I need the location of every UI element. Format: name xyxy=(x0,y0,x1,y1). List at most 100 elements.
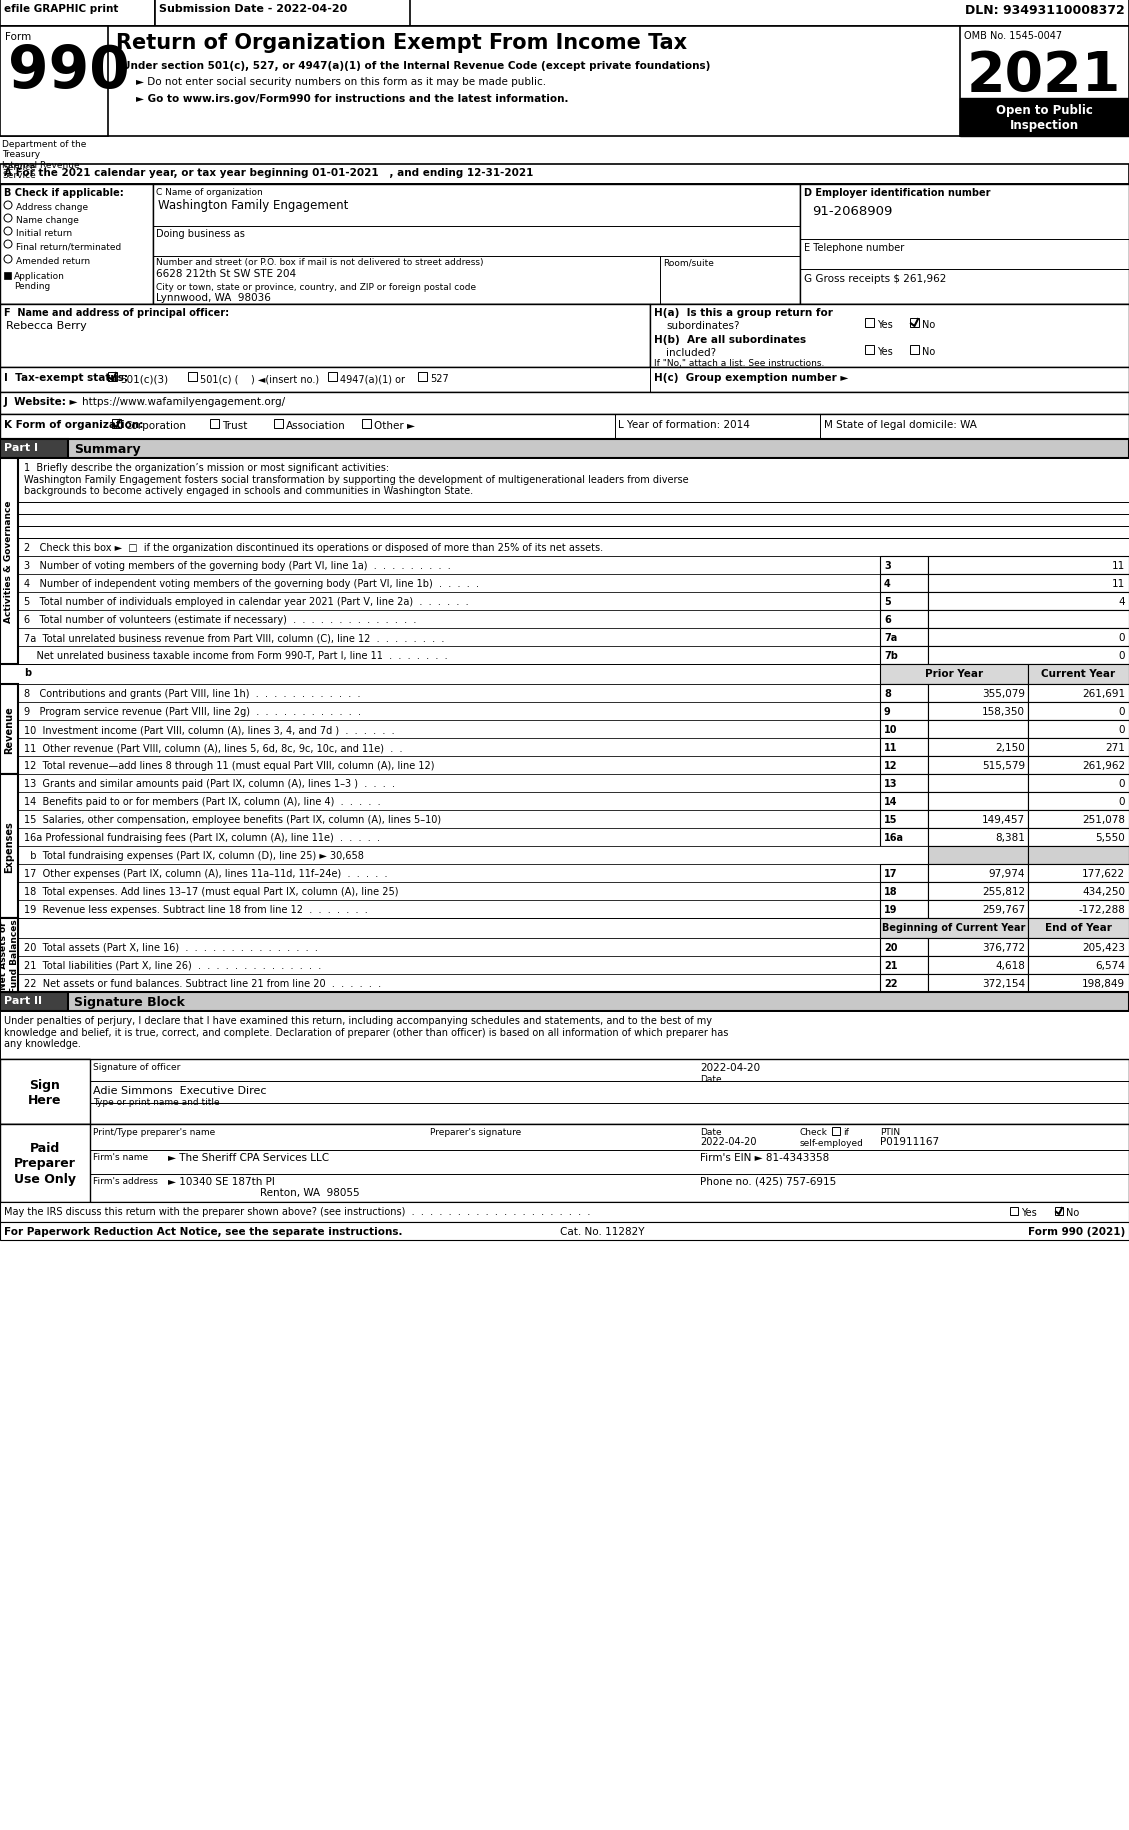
Text: P01911167: P01911167 xyxy=(879,1136,939,1146)
Text: efile GRAPHIC print: efile GRAPHIC print xyxy=(5,4,119,15)
Text: subordinates?: subordinates? xyxy=(666,320,739,331)
Bar xyxy=(0,393,1129,415)
Bar xyxy=(928,829,1029,847)
Bar xyxy=(928,684,1029,703)
Bar xyxy=(0,974,1129,992)
Text: Beginning of Current Year: Beginning of Current Year xyxy=(882,922,1025,933)
Bar xyxy=(0,165,1129,185)
Text: 434,250: 434,250 xyxy=(1082,886,1124,897)
Text: Doing business as: Doing business as xyxy=(156,229,245,240)
Text: DLN: 93493110008372: DLN: 93493110008372 xyxy=(965,4,1124,16)
Bar xyxy=(879,611,928,630)
Text: H(b)  Are all subordinates: H(b) Are all subordinates xyxy=(654,335,806,344)
Bar xyxy=(879,939,928,957)
Text: Name change: Name change xyxy=(16,216,79,225)
Bar xyxy=(0,664,1129,684)
Text: H(a)  Is this a group return for: H(a) Is this a group return for xyxy=(654,307,833,318)
Bar xyxy=(0,459,18,664)
Text: 4,618: 4,618 xyxy=(995,961,1025,970)
Text: 5: 5 xyxy=(884,597,891,608)
Bar xyxy=(5,273,11,280)
Text: D Employer identification number: D Employer identification number xyxy=(804,188,990,198)
Bar xyxy=(1029,774,1129,792)
Text: G Gross receipts $ 261,962: G Gross receipts $ 261,962 xyxy=(804,274,946,284)
Bar xyxy=(1029,939,1129,957)
Text: Open to Public
Inspection: Open to Public Inspection xyxy=(996,104,1093,132)
Bar xyxy=(928,593,1129,611)
Text: B Check if applicable:: B Check if applicable: xyxy=(5,188,124,198)
Bar xyxy=(362,419,371,428)
Text: 355,079: 355,079 xyxy=(982,688,1025,699)
Text: 15: 15 xyxy=(884,814,898,825)
Bar xyxy=(879,721,928,739)
Text: 14  Benefits paid to or for members (Part IX, column (A), line 4)  .  .  .  .  .: 14 Benefits paid to or for members (Part… xyxy=(24,796,380,807)
Bar xyxy=(0,1124,90,1202)
Bar xyxy=(0,27,108,137)
Bar xyxy=(210,419,219,428)
Bar xyxy=(879,630,928,646)
Bar xyxy=(928,774,1029,792)
Text: Yes: Yes xyxy=(877,320,893,329)
Text: Firm's name: Firm's name xyxy=(93,1153,148,1162)
Text: M State of legal domicile: WA: M State of legal domicile: WA xyxy=(824,419,977,430)
Bar xyxy=(0,630,1129,646)
Bar xyxy=(928,739,1029,756)
Text: Signature of officer: Signature of officer xyxy=(93,1063,181,1071)
Text: Number and street (or P.O. box if mail is not delivered to street address): Number and street (or P.O. box if mail i… xyxy=(156,258,483,267)
Bar xyxy=(1029,684,1129,703)
Text: 13  Grants and similar amounts paid (Part IX, column (A), lines 1–3 )  .  .  .  : 13 Grants and similar amounts paid (Part… xyxy=(24,778,395,789)
Bar xyxy=(879,974,928,992)
Text: 20: 20 xyxy=(884,942,898,952)
Text: No: No xyxy=(1066,1208,1079,1217)
Bar xyxy=(0,992,1129,1012)
Text: 8: 8 xyxy=(884,688,891,699)
Text: C Name of organization: C Name of organization xyxy=(156,188,263,198)
Bar xyxy=(1029,792,1129,811)
Text: I  Tax-exempt status:: I Tax-exempt status: xyxy=(5,373,128,382)
Text: self-employed: self-employed xyxy=(800,1138,864,1147)
Bar xyxy=(650,306,1129,368)
Text: ► Go to www.irs.gov/Form990 for instructions and the latest information.: ► Go to www.irs.gov/Form990 for instruct… xyxy=(135,93,569,104)
Text: Room/suite: Room/suite xyxy=(663,258,714,267)
Text: 18  Total expenses. Add lines 13–17 (must equal Part IX, column (A), line 25): 18 Total expenses. Add lines 13–17 (must… xyxy=(24,886,399,897)
Text: For Paperwork Reduction Act Notice, see the separate instructions.: For Paperwork Reduction Act Notice, see … xyxy=(5,1226,403,1237)
Text: Renton, WA  98055: Renton, WA 98055 xyxy=(260,1188,360,1197)
Text: E Telephone number: E Telephone number xyxy=(804,243,904,253)
Text: 2   Check this box ►  □  if the organization discontinued its operations or disp: 2 Check this box ► □ if the organization… xyxy=(24,544,603,553)
Text: Date: Date xyxy=(700,1074,721,1083)
Text: 7b: 7b xyxy=(884,651,898,661)
Bar xyxy=(879,829,928,847)
Text: 15  Salaries, other compensation, employee benefits (Part IX, column (A), lines : 15 Salaries, other compensation, employe… xyxy=(24,814,441,825)
Bar xyxy=(928,556,1129,575)
Text: Adie Simmons  Executive Direc: Adie Simmons Executive Direc xyxy=(93,1085,266,1096)
Bar xyxy=(0,900,1129,919)
Text: 7a  Total unrelated business revenue from Part VIII, column (C), line 12  .  .  : 7a Total unrelated business revenue from… xyxy=(24,633,445,642)
Text: 5,550: 5,550 xyxy=(1095,833,1124,842)
Text: Service: Service xyxy=(2,163,36,172)
Text: 261,962: 261,962 xyxy=(1082,761,1124,770)
Bar xyxy=(1029,739,1129,756)
Text: 11: 11 xyxy=(1112,578,1124,589)
Text: 2021: 2021 xyxy=(966,49,1121,102)
Bar xyxy=(1029,974,1129,992)
Text: Firm's address: Firm's address xyxy=(93,1177,158,1186)
Bar xyxy=(0,556,1129,575)
Text: 17  Other expenses (Part IX, column (A), lines 11a–11d, 11f–24e)  .  .  .  .  .: 17 Other expenses (Part IX, column (A), … xyxy=(24,869,387,878)
Text: 3   Number of voting members of the governing body (Part VI, line 1a)  .  .  .  : 3 Number of voting members of the govern… xyxy=(24,560,450,571)
Bar xyxy=(960,27,1129,137)
Bar xyxy=(1029,847,1129,864)
Text: Washington Family Engagement fosters social transformation by supporting the dev: Washington Family Engagement fosters soc… xyxy=(24,474,689,485)
Text: 18: 18 xyxy=(884,886,898,897)
Bar xyxy=(0,185,154,306)
Text: 501(c) (    ) ◄(insert no.): 501(c) ( ) ◄(insert no.) xyxy=(200,373,320,384)
Bar xyxy=(108,373,117,382)
Text: 501(c)(3): 501(c)(3) xyxy=(120,373,168,384)
Bar xyxy=(1029,864,1129,882)
Bar xyxy=(0,439,68,459)
Text: Firm's EIN ► 81-4343358: Firm's EIN ► 81-4343358 xyxy=(700,1153,829,1162)
Text: 12: 12 xyxy=(884,761,898,770)
Bar xyxy=(879,957,928,974)
Bar xyxy=(1029,900,1129,919)
Bar xyxy=(928,957,1029,974)
Text: 198,849: 198,849 xyxy=(1082,979,1124,988)
